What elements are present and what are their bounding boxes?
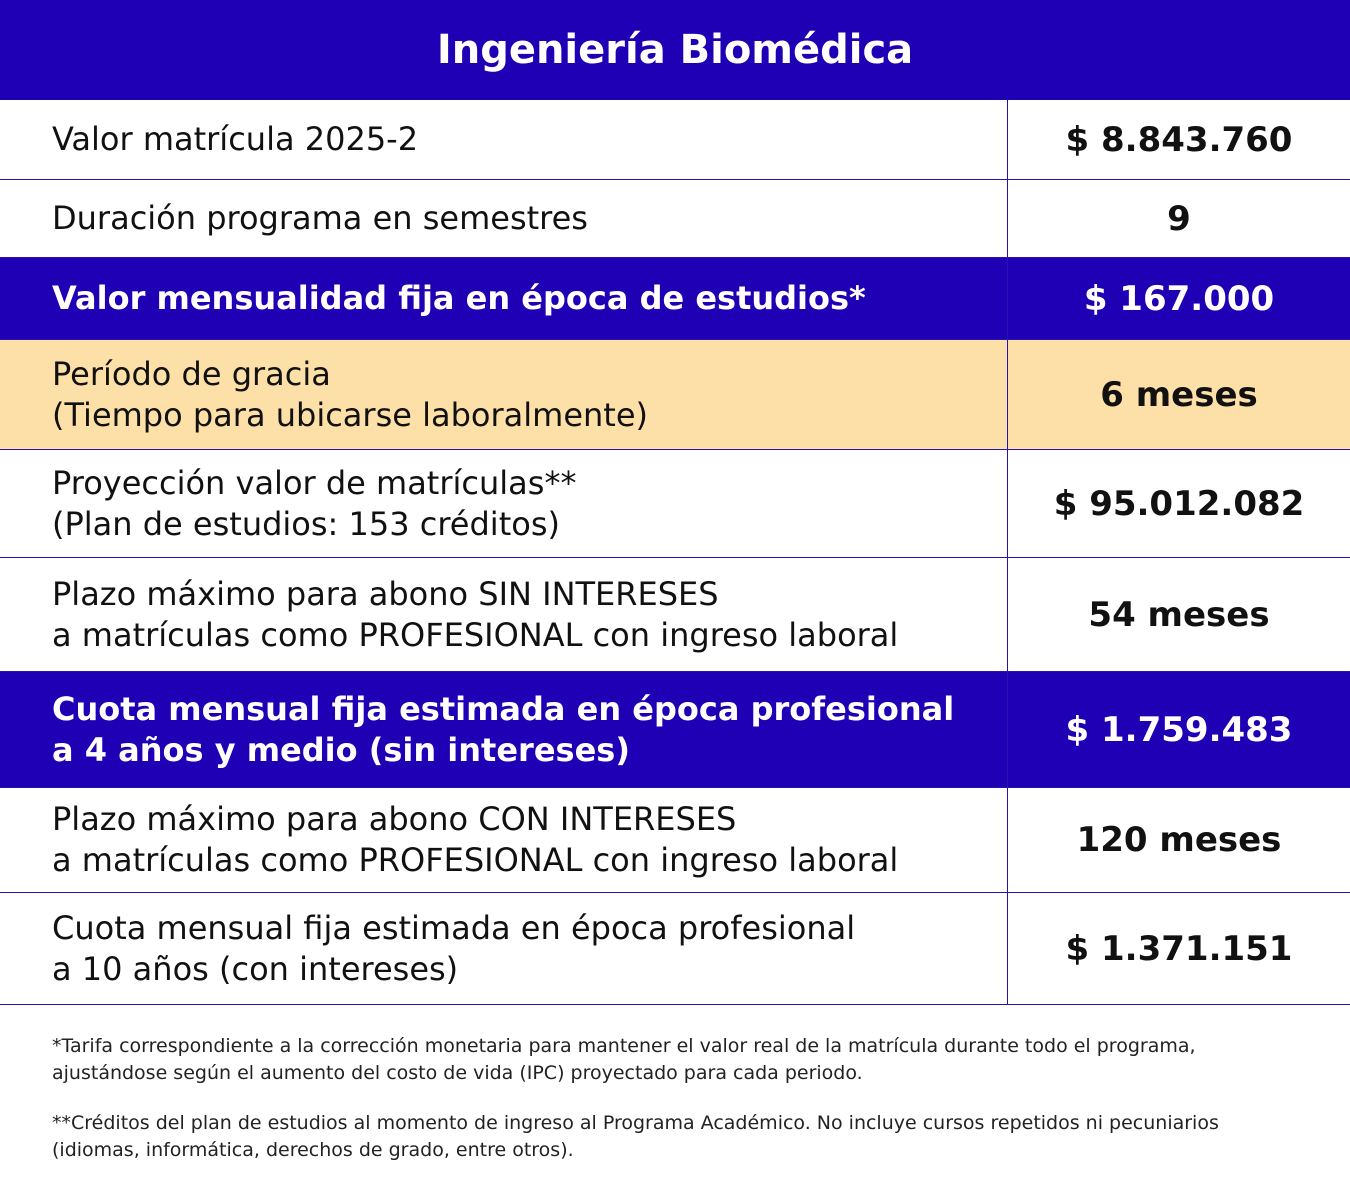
row-value: $ 95.012.082 bbox=[1053, 483, 1305, 524]
row-label: Valor mensualidad fija en época de estud… bbox=[0, 258, 1008, 339]
row-label-line: Período de gracia bbox=[52, 354, 331, 393]
row-label-line: a matrículas como PROFESIONAL con ingres… bbox=[52, 841, 899, 879]
table-row: Duración programa en semestres 9 bbox=[0, 180, 1350, 258]
row-label-line: a matrículas como PROFESIONAL con ingres… bbox=[52, 615, 899, 654]
row-label: Plazo máximo para abono CON INTERESES a m… bbox=[0, 788, 1008, 892]
table-row: Proyección valor de matrículas** (Plan de… bbox=[0, 450, 1350, 558]
row-label: Valor matrícula 2025-2 bbox=[0, 100, 1008, 179]
footnote-1: *Tarifa correspondiente a la corrección … bbox=[52, 1035, 1196, 1084]
row-label: Duración programa en semestres bbox=[0, 180, 1008, 257]
row-label-line: (Plan de estudios: 153 créditos) bbox=[52, 504, 560, 543]
row-value: 9 bbox=[1167, 198, 1191, 239]
table-row: Valor matrícula 2025-2 $ 8.843.760 bbox=[0, 100, 1350, 180]
row-value: $ 1.759.483 bbox=[1065, 709, 1293, 750]
footnotes: *Tarifa correspondiente a la corrección … bbox=[0, 1033, 1350, 1164]
row-label-line: Valor matrícula 2025-2 bbox=[52, 120, 419, 158]
row-label: Cuota mensual fija estimada en época pro… bbox=[0, 672, 1008, 787]
row-label: Proyección valor de matrículas** (Plan de… bbox=[0, 450, 1008, 557]
table-row: Período de gracia (Tiempo para ubicarse l… bbox=[0, 340, 1350, 450]
row-label: Período de gracia (Tiempo para ubicarse l… bbox=[0, 340, 1008, 449]
table-row: Cuota mensual fija estimada en época pro… bbox=[0, 893, 1350, 1005]
row-value: 120 meses bbox=[1076, 820, 1282, 860]
row-label-line: (Tiempo para ubicarse laboralmente) bbox=[52, 395, 648, 434]
page-title: Ingeniería Biomédica bbox=[0, 0, 1350, 100]
row-label-line: Valor mensualidad fija en época de estud… bbox=[52, 279, 866, 317]
row-label-line: Plazo máximo para abono SIN INTERESES bbox=[52, 574, 719, 613]
row-label-line: Proyección valor de matrículas** bbox=[52, 463, 577, 502]
row-label-line: Duración programa en semestres bbox=[52, 199, 588, 237]
table-row: Plazo máximo para abono CON INTERESES a m… bbox=[0, 788, 1350, 893]
row-value: $ 1.371.151 bbox=[1065, 928, 1293, 969]
row-value: 6 meses bbox=[1100, 374, 1258, 415]
table-row: Valor mensualidad fija en época de estud… bbox=[0, 258, 1350, 340]
row-label-line: a 4 años y medio (sin intereses) bbox=[52, 730, 630, 769]
table-row: Cuota mensual fija estimada en época pro… bbox=[0, 672, 1350, 788]
table-row: Plazo máximo para abono SIN INTERESES a m… bbox=[0, 558, 1350, 672]
row-value: $ 167.000 bbox=[1083, 278, 1275, 319]
row-value: 54 meses bbox=[1088, 594, 1270, 635]
cost-table: Valor matrícula 2025-2 $ 8.843.760 Duració… bbox=[0, 100, 1350, 1005]
row-label: Plazo máximo para abono SIN INTERESES a m… bbox=[0, 558, 1008, 671]
row-label-line: Plazo máximo para abono CON INTERESES bbox=[52, 800, 737, 838]
row-label: Cuota mensual fija estimada en época pro… bbox=[0, 893, 1008, 1004]
footnote-2: **Créditos del plan de estudios al momen… bbox=[52, 1112, 1219, 1161]
row-label-line: a 10 años (con intereses) bbox=[52, 949, 459, 988]
row-label-line: Cuota mensual fija estimada en época pro… bbox=[52, 908, 856, 947]
row-value: $ 8.843.760 bbox=[1065, 119, 1293, 160]
row-label-line: Cuota mensual fija estimada en época pro… bbox=[52, 689, 955, 728]
